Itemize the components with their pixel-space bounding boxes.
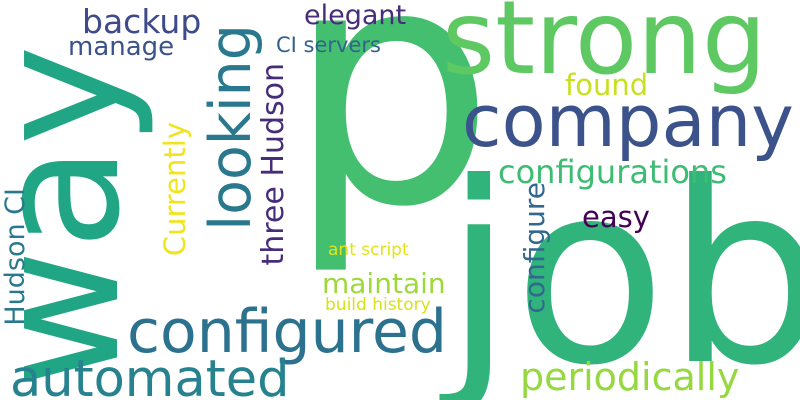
word-easy: easy (582, 200, 650, 234)
word-job: job (444, 129, 800, 400)
word-build-history: build history (325, 295, 431, 315)
word-backup: backup (82, 2, 202, 41)
word-maintain: maintain (322, 267, 446, 300)
word-looking: looking (198, 24, 264, 231)
word-found: found (565, 68, 649, 102)
word-automated: automated (10, 350, 290, 400)
word-manage: manage (68, 32, 175, 62)
word-three-hudson: three Hudson (256, 63, 291, 266)
word-company: company (462, 79, 794, 163)
word-elegant: elegant (304, 0, 407, 31)
word-strong: strong (442, 0, 767, 98)
word-configured: configured (127, 297, 447, 367)
word-ant-script: ant script (328, 240, 409, 260)
word-configure: configure (518, 182, 551, 314)
word-periodically: periodically (520, 355, 740, 399)
word-ci-servers: CI servers (276, 33, 381, 57)
word-configurations: configurations (498, 153, 727, 191)
word-currently: Currently (158, 122, 192, 257)
word-p: p (286, 0, 496, 279)
word-hudson-ci: Hudson CI (0, 188, 31, 326)
